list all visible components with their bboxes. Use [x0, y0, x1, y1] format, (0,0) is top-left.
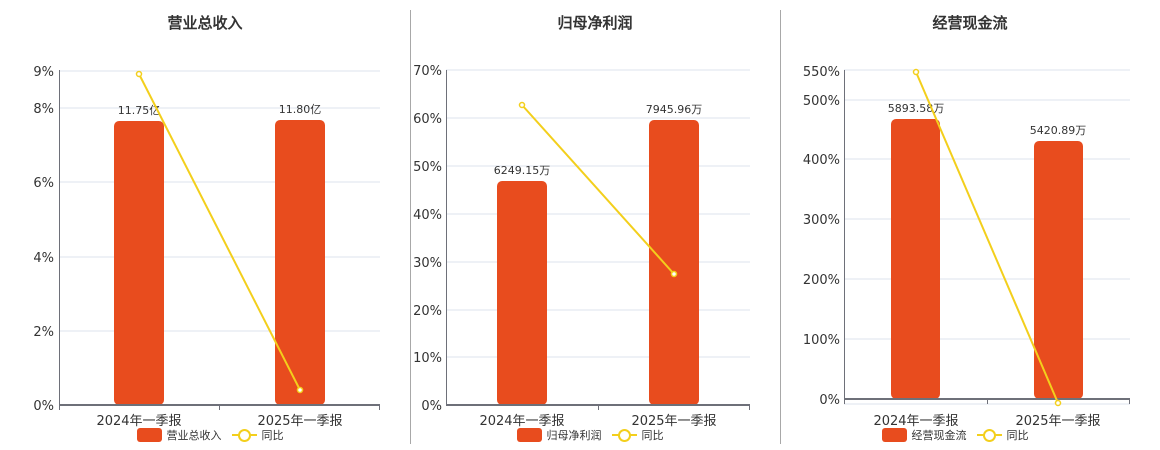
chart-legend: 经营现金流 同比 [750, 427, 1160, 443]
svg-text:2025年一季报: 2025年一季报 [1015, 414, 1100, 429]
svg-text:60%: 60% [413, 112, 442, 127]
y-axis-ticks: 0% 10% 20% 30% 40% 50% 60% 70% [413, 64, 442, 414]
chart-panel-revenue: 营业总收入 0% 2% 4% 6% 8% 9% 11.75亿 11.80亿 [0, 0, 400, 450]
bar[interactable] [275, 120, 325, 405]
bar-swatch-icon [881, 428, 907, 442]
svg-text:7945.96万: 7945.96万 [646, 103, 703, 116]
yoy-line[interactable] [518, 101, 678, 278]
panel-divider [410, 10, 411, 444]
x-axis-labels: 2024年一季报 2025年一季报 [873, 414, 1100, 429]
svg-text:100%: 100% [803, 333, 840, 348]
legend-item-line[interactable]: 同比 [611, 427, 664, 443]
svg-text:500%: 500% [803, 94, 840, 109]
legend-item-bar[interactable]: 归母净利润 [516, 427, 602, 443]
bar[interactable] [891, 119, 940, 399]
svg-text:50%: 50% [413, 160, 442, 175]
svg-text:5420.89万: 5420.89万 [1030, 124, 1087, 137]
line-circle-swatch-icon [231, 428, 257, 442]
legend-item-bar[interactable]: 营业总收入 [136, 427, 222, 443]
bar-swatch-icon [516, 428, 542, 442]
svg-text:11.75亿: 11.75亿 [118, 104, 161, 117]
chart-panel-operating-cash-flow: 经营现金流 0% 100% 200% 300% 400% 500% 550% 5… [780, 0, 1160, 450]
svg-text:4%: 4% [33, 251, 54, 266]
bar[interactable] [1034, 141, 1083, 399]
bar-value-labels: 11.75亿 11.80亿 [118, 103, 322, 117]
line-circle-swatch-icon [611, 428, 637, 442]
chart-title: 经营现金流 [932, 14, 1008, 32]
svg-text:10%: 10% [413, 351, 442, 366]
bar[interactable] [114, 121, 164, 405]
svg-text:2%: 2% [33, 325, 54, 340]
svg-text:40%: 40% [413, 208, 442, 223]
svg-text:5893.58万: 5893.58万 [888, 102, 945, 115]
line-circle-swatch-icon [976, 428, 1002, 442]
svg-text:0%: 0% [33, 399, 54, 414]
chart-plot: 0% 10% 20% 30% 40% 50% 60% 70% 6249.15万 … [413, 64, 750, 429]
chart-plot: 0% 100% 200% 300% 400% 500% 550% 5893.58… [803, 65, 1130, 429]
svg-text:6%: 6% [33, 176, 54, 191]
svg-text:550%: 550% [803, 65, 840, 80]
svg-text:400%: 400% [803, 153, 840, 168]
x-axis-labels: 2024年一季报 2025年一季报 [96, 414, 342, 429]
svg-text:0%: 0% [819, 393, 840, 408]
y-axis-ticks: 0% 2% 4% 6% 8% 9% [33, 65, 54, 414]
bar[interactable] [649, 120, 699, 405]
svg-text:8%: 8% [33, 102, 54, 117]
svg-text:70%: 70% [413, 64, 442, 79]
y-axis-ticks: 0% 100% 200% 300% 400% 500% 550% [803, 65, 840, 408]
svg-text:2024年一季报: 2024年一季报 [479, 414, 564, 429]
chart-legend: 营业总收入 同比 [20, 427, 400, 443]
chart-plot: 0% 2% 4% 6% 8% 9% 11.75亿 11.80亿 2024年一季报… [33, 65, 380, 429]
bar[interactable] [497, 181, 547, 405]
chart-legend: 归母净利润 同比 [400, 427, 780, 443]
svg-text:11.80亿: 11.80亿 [279, 103, 322, 116]
svg-text:6249.15万: 6249.15万 [494, 164, 551, 177]
svg-text:9%: 9% [33, 65, 54, 80]
svg-text:200%: 200% [803, 273, 840, 288]
chart-title: 营业总收入 [167, 14, 243, 32]
legend-item-line[interactable]: 同比 [231, 427, 284, 443]
gridlines [60, 70, 380, 332]
svg-text:2025年一季报: 2025年一季报 [631, 414, 716, 429]
chart-title: 归母净利润 [557, 14, 633, 32]
yoy-line[interactable] [912, 68, 1062, 407]
legend-item-line[interactable]: 同比 [976, 427, 1029, 443]
svg-text:0%: 0% [421, 399, 442, 414]
gridlines [446, 69, 750, 358]
panel-divider [780, 10, 781, 444]
bar-value-labels: 6249.15万 7945.96万 [494, 103, 703, 177]
svg-text:30%: 30% [413, 256, 442, 271]
x-axis-labels: 2024年一季报 2025年一季报 [479, 414, 716, 429]
svg-text:300%: 300% [803, 213, 840, 228]
svg-text:2025年一季报: 2025年一季报 [257, 414, 342, 429]
yoy-line[interactable] [135, 70, 304, 394]
bar-swatch-icon [136, 428, 162, 442]
svg-text:2024年一季报: 2024年一季报 [96, 414, 181, 429]
svg-text:20%: 20% [413, 304, 442, 319]
chart-panel-net-profit: 归母净利润 0% 10% 20% 30% 40% 50% 60% 70% 624… [410, 0, 780, 450]
svg-text:2024年一季报: 2024年一季报 [873, 414, 958, 429]
legend-item-bar[interactable]: 经营现金流 [881, 427, 967, 443]
